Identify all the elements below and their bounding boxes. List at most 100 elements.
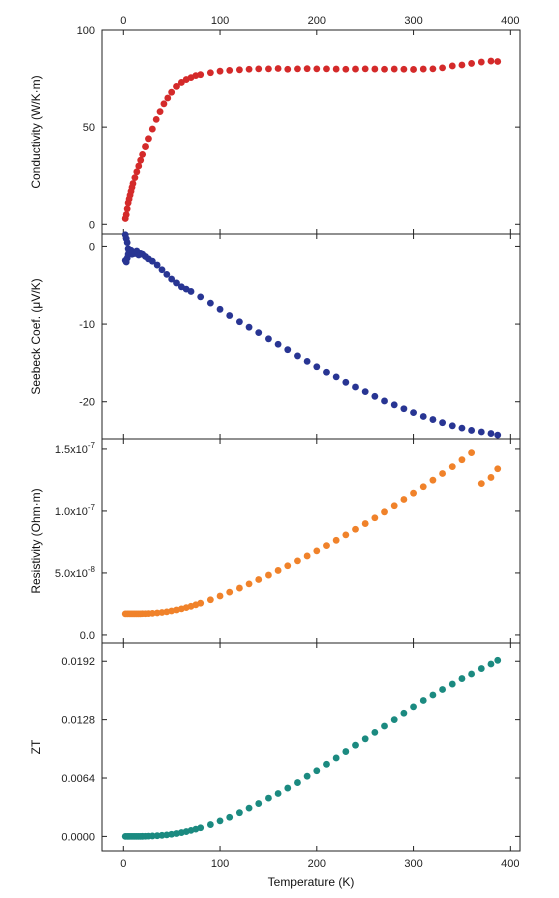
data-point-seebeck [477, 428, 485, 436]
panel-resistivity: 0.0 5.0x10-8 1.0x10-7 1.5x10-7 Resistivity (… [29, 438, 521, 644]
data-point-seebeck [123, 239, 131, 246]
data-point-zt [323, 760, 330, 768]
data-point-seebeck [226, 312, 234, 319]
data-point-zt [342, 748, 350, 755]
x-tick-label-top: 200 [308, 15, 326, 27]
y-tick-label: 0 [89, 241, 95, 253]
x-tick-label-bottom: 300 [404, 858, 422, 870]
data-point-seebeck [390, 401, 398, 409]
data-point-conductivity [137, 156, 145, 164]
data-point-conductivity [122, 211, 130, 218]
data-point-zt [206, 821, 214, 828]
data-point-conductivity [197, 71, 205, 79]
data-point-zt [487, 660, 495, 668]
data-point-seebeck [439, 419, 446, 427]
data-point-zt [381, 722, 388, 730]
data-point-seebeck [303, 357, 311, 365]
data-point-resistivity [255, 576, 263, 583]
data-point-conductivity [255, 65, 263, 73]
data-point-seebeck [352, 383, 359, 391]
data-point-resistivity [206, 596, 214, 604]
data-point-seebeck [332, 373, 340, 381]
y-axis-label-seebeck: Seebeck Coef. (μV/K) [29, 278, 43, 394]
data-point-conductivity [494, 58, 502, 65]
data-point-seebeck [342, 378, 350, 386]
data-point-seebeck [187, 288, 195, 295]
panel-frame-conductivity [101, 29, 521, 235]
data-point-conductivity [274, 65, 282, 72]
data-point-conductivity [390, 65, 398, 73]
data-point-seebeck [168, 275, 176, 283]
data-point-resistivity [390, 502, 398, 510]
data-point-seebeck [148, 257, 156, 265]
y-axis-label-conductivity: Conductivity (W/K·m) [29, 75, 43, 188]
data-point-resistivity [245, 580, 253, 588]
data-point-conductivity [173, 82, 180, 90]
data-point-resistivity [419, 483, 427, 491]
data-point-seebeck [400, 405, 408, 413]
data-point-seebeck [245, 323, 253, 331]
data-point-conductivity [123, 205, 131, 213]
data-point-conductivity [439, 64, 446, 72]
data-point-seebeck [381, 397, 388, 405]
data-point-zt [371, 729, 379, 736]
data-point-zt [245, 804, 253, 812]
y-tick-label: 0.0192 [61, 656, 95, 668]
data-point-resistivity [274, 567, 282, 574]
data-point-zt [448, 680, 456, 688]
data-point-conductivity [361, 65, 369, 73]
data-point-seebeck [216, 305, 224, 313]
data-point-conductivity [135, 162, 143, 170]
data-point-conductivity [458, 61, 466, 69]
data-point-resistivity [235, 584, 243, 592]
panel-frame-seebeck [101, 233, 521, 440]
data-point-seebeck [173, 279, 180, 287]
y-tick-label: 50 [83, 122, 95, 134]
data-point-seebeck [448, 422, 456, 430]
data-point-resistivity [216, 592, 224, 600]
y-axis-label-zt: ZT [29, 739, 43, 754]
data-point-resistivity [468, 449, 476, 457]
data-point-zt [439, 686, 446, 693]
data-point-zt [494, 656, 502, 664]
data-point-resistivity [439, 470, 446, 477]
data-point-seebeck [206, 299, 214, 307]
data-point-seebeck [361, 388, 369, 396]
x-tick-label-bottom: 200 [308, 858, 326, 870]
data-point-resistivity [487, 474, 495, 481]
x-tick-label-top: 100 [211, 15, 229, 27]
data-point-resistivity [448, 463, 456, 471]
data-point-zt [197, 824, 205, 832]
y-tick-label: 100 [77, 25, 95, 37]
data-point-zt [410, 703, 417, 711]
data-point-conductivity [303, 65, 311, 73]
data-point-resistivity [477, 480, 485, 488]
x-tick-label-bottom: 0 [120, 858, 126, 870]
y-tick-label: -20 [79, 397, 95, 409]
data-point-seebeck [163, 270, 171, 278]
y-tick-label: 0.0 [80, 630, 95, 642]
y-axis-label-resistivity: Resistivity (Ohm·m) [29, 488, 43, 593]
data-point-zt [255, 800, 263, 807]
data-point-resistivity [352, 525, 359, 533]
y-tick-label: 5.0x10-8 [55, 565, 96, 580]
data-point-seebeck [274, 340, 282, 348]
data-point-conductivity [265, 65, 272, 73]
x-tick-label-top: 300 [404, 15, 422, 27]
data-point-conductivity [168, 88, 176, 96]
data-point-conductivity [206, 69, 214, 77]
data-point-seebeck [410, 409, 417, 416]
data-point-conductivity [245, 65, 253, 73]
data-point-conductivity [371, 65, 379, 73]
data-point-conductivity [410, 66, 417, 73]
data-point-resistivity [361, 520, 369, 527]
data-point-conductivity [139, 150, 147, 158]
panel-frame-zt [101, 642, 521, 852]
data-point-seebeck [323, 368, 330, 376]
data-point-conductivity [131, 174, 139, 182]
data-point-seebeck [284, 346, 292, 354]
data-point-conductivity [342, 65, 350, 73]
data-point-zt [216, 817, 224, 825]
data-point-conductivity [145, 135, 152, 143]
